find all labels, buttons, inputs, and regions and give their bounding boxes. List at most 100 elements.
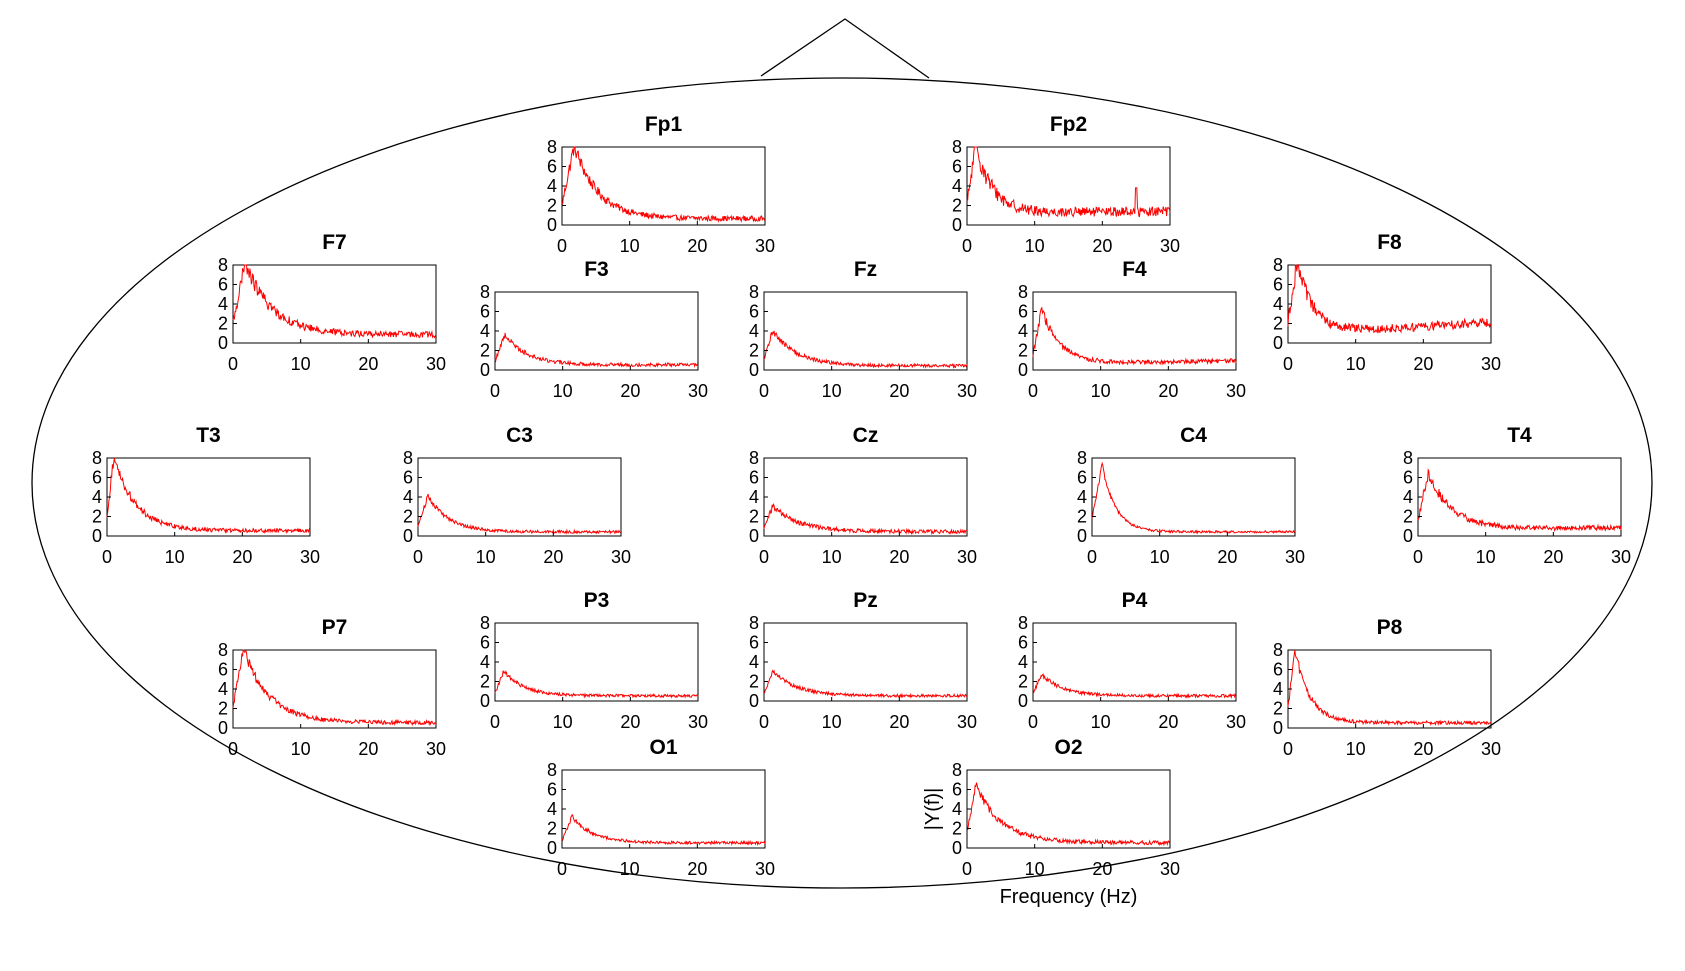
- spectrum-line: [232, 264, 437, 339]
- x-tick-label: 10: [291, 354, 311, 374]
- y-axis-label: |Y(f)|: [922, 788, 944, 831]
- y-tick-label: 0: [1077, 526, 1087, 546]
- y-tick-label: 2: [1273, 699, 1283, 719]
- y-tick-label: 6: [1018, 633, 1028, 653]
- panel-title: Fz: [854, 258, 877, 281]
- y-tick-label: 2: [218, 699, 228, 719]
- y-tick-label: 2: [403, 507, 413, 527]
- y-tick-label: 8: [952, 760, 962, 780]
- plot-frame: [106, 457, 311, 537]
- y-tick-label: 4: [480, 321, 490, 341]
- x-tick-label: 20: [1413, 354, 1433, 374]
- plot-frame: [763, 457, 968, 537]
- spectrum-line: [106, 457, 311, 535]
- y-tick-label: 4: [952, 799, 962, 819]
- spectrum-line: [1032, 306, 1237, 366]
- plot-frame: [1287, 649, 1492, 729]
- x-tick-label: 30: [957, 712, 977, 732]
- spectrum-line: [561, 813, 766, 847]
- spectrum-line: [232, 649, 437, 727]
- y-tick-label: 4: [1077, 487, 1087, 507]
- y-tick-label: 4: [1018, 652, 1028, 672]
- x-tick-label: 10: [822, 547, 842, 567]
- x-tick-label: 0: [1028, 381, 1038, 401]
- x-tick-label: 20: [1092, 859, 1112, 879]
- x-tick-label: 20: [620, 381, 640, 401]
- y-tick-label: 2: [1273, 314, 1283, 334]
- y-tick-label: 2: [1403, 507, 1413, 527]
- x-tick-label: 10: [553, 712, 573, 732]
- plot-frame: [763, 291, 968, 371]
- y-tick-label: 6: [952, 780, 962, 800]
- x-tick-label: 30: [957, 547, 977, 567]
- y-tick-label: 8: [480, 613, 490, 633]
- x-tick-label: 20: [358, 354, 378, 374]
- y-tick-label: 4: [218, 679, 228, 699]
- y-tick-label: 0: [218, 718, 228, 738]
- y-tick-label: 0: [952, 838, 962, 858]
- y-tick-label: 6: [547, 157, 557, 177]
- y-tick-label: 6: [749, 468, 759, 488]
- plot-frame: [561, 769, 766, 849]
- x-tick-label: 30: [1160, 236, 1180, 256]
- y-tick-label: 0: [952, 215, 962, 235]
- y-tick-label: 6: [1273, 660, 1283, 680]
- spectrum-line: [763, 503, 968, 536]
- x-tick-label: 30: [688, 381, 708, 401]
- spectrum-line: [494, 332, 699, 368]
- x-tick-label: 0: [1413, 547, 1423, 567]
- panel-title: Pz: [853, 589, 878, 612]
- y-tick-label: 4: [1273, 294, 1283, 314]
- spectrum-line: [763, 669, 968, 699]
- x-tick-label: 20: [358, 739, 378, 759]
- x-tick-label: 20: [889, 381, 909, 401]
- x-tick-label: 30: [755, 859, 775, 879]
- x-tick-label: 0: [228, 354, 238, 374]
- plot-frame: [763, 622, 968, 702]
- panel-title: T3: [196, 424, 221, 447]
- x-tick-label: 0: [962, 236, 972, 256]
- axis-labels: Frequency (Hz) |Y(f)|: [922, 788, 1137, 908]
- y-tick-label: 0: [480, 360, 490, 380]
- x-tick-label: 20: [687, 859, 707, 879]
- y-tick-label: 2: [547, 196, 557, 216]
- x-tick-label: 30: [1285, 547, 1305, 567]
- y-tick-label: 8: [1403, 448, 1413, 468]
- y-tick-label: 6: [403, 468, 413, 488]
- panel-title: P4: [1122, 589, 1148, 612]
- plot-frame: [1091, 457, 1296, 537]
- x-tick-label: 0: [1283, 739, 1293, 759]
- panel-title: O1: [649, 736, 677, 759]
- y-tick-label: 6: [1403, 468, 1413, 488]
- y-tick-label: 4: [749, 321, 759, 341]
- x-tick-label: 20: [232, 547, 252, 567]
- y-tick-label: 8: [1273, 640, 1283, 660]
- x-tick-label: 10: [1025, 236, 1045, 256]
- panel-title: F4: [1122, 258, 1147, 281]
- panel-title: C4: [1180, 424, 1207, 447]
- x-tick-label: 10: [1091, 381, 1111, 401]
- y-tick-label: 4: [218, 294, 228, 314]
- x-tick-label: 20: [543, 547, 563, 567]
- y-tick-label: 8: [749, 282, 759, 302]
- x-tick-label: 0: [759, 547, 769, 567]
- y-tick-label: 2: [480, 672, 490, 692]
- x-tick-label: 10: [476, 547, 496, 567]
- x-tick-label: 20: [1543, 547, 1563, 567]
- x-tick-label: 10: [291, 739, 311, 759]
- y-tick-label: 0: [403, 526, 413, 546]
- x-tick-label: 0: [759, 381, 769, 401]
- y-tick-label: 8: [1018, 282, 1028, 302]
- x-tick-label: 0: [962, 859, 972, 879]
